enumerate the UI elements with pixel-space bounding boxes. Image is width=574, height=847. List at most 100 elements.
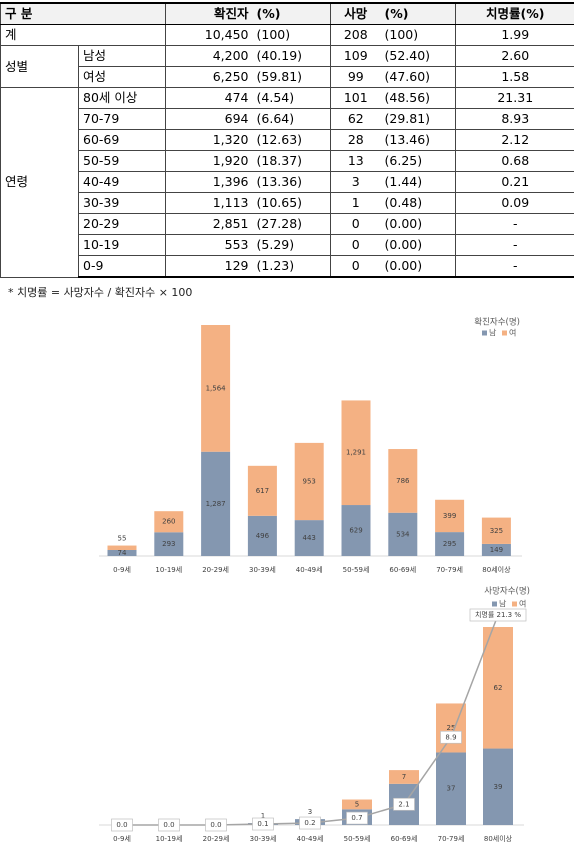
table-cell: 연령 [0, 87, 79, 278]
data-label: 496 [256, 532, 270, 540]
chart-title: 확진자수(명) [474, 317, 520, 328]
rate-label-box [299, 816, 321, 830]
data-label: 786 [396, 477, 410, 485]
table-cell: 치명률(%) [455, 2, 574, 25]
table-row: 60-69 1,320 (12.63) 28 (13.46) 2.12 [1, 129, 574, 151]
x-tick-label: 50-59세 [343, 565, 370, 574]
table-cell: (18.37) [252, 150, 331, 172]
data-label: 149 [490, 546, 503, 554]
data-label: 399 [443, 512, 456, 520]
table-cell: (%) [252, 2, 331, 25]
bar-segment [341, 400, 371, 506]
bar-segment [389, 770, 419, 784]
rate-label-box [252, 817, 274, 831]
data-label: 1,287 [206, 500, 226, 508]
rate-label-box [469, 608, 527, 622]
table-cell: 0 [330, 255, 381, 278]
x-tick-label: 10-19세 [155, 565, 182, 574]
data-label: 7 [402, 773, 406, 781]
table-cell: 0 [330, 234, 381, 256]
table-row: 40-49 1,396 (13.36) 3 (1.44) 0.21 [1, 171, 574, 193]
table-cell: (5.29) [252, 234, 331, 256]
data-label: 443 [303, 534, 316, 542]
x-tick-label: 70-79세 [436, 565, 463, 574]
table-cell: 사망 [330, 2, 381, 25]
bar-segment [247, 465, 277, 516]
x-tick-label: 20-29세 [203, 834, 230, 843]
bar-segment [201, 451, 231, 556]
table-row: 연령 80세 이상 474 (4.54) 101 (48.56) 21.31 [0, 87, 574, 278]
table-cell: 4,200 [165, 45, 253, 67]
table-row: 30-39 1,113 (10.65) 1 (0.48) 0.09 [1, 192, 574, 214]
table-cell: 0.09 [455, 192, 574, 214]
rate-label-box [158, 818, 180, 832]
x-tick-label: 40-49세 [297, 834, 324, 843]
bar-segment [436, 752, 466, 825]
bar-segment [201, 325, 231, 452]
stats-table: 구 분 확진자 (%) 사망 (%) 치명률(%) 계 10,450 (100) 208 (100)… [0, 2, 574, 278]
table-cell: (0.48) [380, 192, 456, 214]
rate-label: 0.2 [304, 819, 315, 827]
table-cell: - [455, 234, 574, 256]
rate-label-box [205, 818, 227, 832]
data-label: 295 [443, 540, 456, 548]
legend-label: 남 [489, 329, 497, 338]
table-cell: (48.56) [380, 87, 456, 109]
chart-title: 사망자수(명) [484, 586, 530, 597]
table-cell: 확진자 [165, 2, 253, 25]
table-cell: 1,320 [165, 129, 253, 151]
legend-label: 여 [519, 599, 526, 609]
data-label: 1,564 [206, 384, 227, 392]
table-cell: (12.63) [252, 129, 331, 151]
data-label: 617 [256, 487, 269, 495]
x-tick-label: 10-19세 [156, 834, 183, 843]
x-tick-label: 80세이상 [482, 565, 511, 574]
data-label: 74 [118, 549, 127, 557]
rate-label: 2.1 [398, 800, 409, 808]
data-label: 1,291 [346, 449, 366, 457]
table-cell: 30-39 [77, 192, 166, 214]
table-cell: (29.81) [380, 108, 456, 130]
bar-segment [107, 550, 137, 556]
x-tick-label: 50-59세 [344, 834, 371, 843]
data-label: 1 [261, 812, 265, 820]
bar-segment [435, 499, 465, 533]
table-row: 70-79 694 (6.64) 62 (29.81) 8.93 [1, 108, 574, 130]
table-cell: (13.36) [252, 171, 331, 193]
table-cell: (100) [380, 24, 456, 46]
bar-segment [481, 543, 511, 556]
table-cell: (100) [252, 24, 331, 46]
table-cell: (59.81) [252, 66, 331, 88]
x-tick-label: 30-39세 [249, 565, 276, 574]
data-label: 25 [447, 724, 456, 732]
data-label: 37 [447, 785, 456, 793]
x-tick-label: 60-69세 [391, 834, 418, 843]
x-tick-label: 20-29세 [202, 565, 229, 574]
x-tick-label: 30-39세 [250, 834, 277, 843]
table-cell: (4.54) [252, 87, 331, 109]
rate-label-box [393, 797, 415, 811]
bar-segment [154, 532, 184, 556]
table-cell: (1.44) [380, 171, 456, 193]
rate-label-box [440, 730, 462, 744]
legend-swatch [482, 330, 487, 336]
bar-segment [342, 799, 372, 810]
legend-label: 남 [499, 600, 507, 609]
table-cell: 80세 이상 [77, 87, 166, 109]
bar-segment [154, 511, 184, 533]
bar-segment [294, 442, 324, 521]
legend-swatch [512, 601, 517, 607]
x-tick-label: 70-79세 [438, 834, 465, 843]
table-cell: (0.00) [380, 213, 456, 235]
x-tick-label: 0-9세 [113, 834, 131, 843]
rate-label: 8.9 [445, 733, 456, 741]
table-cell: 50-59 [77, 150, 166, 172]
data-label: 3 [308, 808, 312, 816]
rate-label: 0.0 [163, 821, 174, 829]
data-label: 325 [490, 527, 503, 535]
table-cell: (%) [380, 2, 456, 25]
data-label: 260 [162, 518, 175, 526]
table-cell: (40.19) [252, 45, 331, 67]
